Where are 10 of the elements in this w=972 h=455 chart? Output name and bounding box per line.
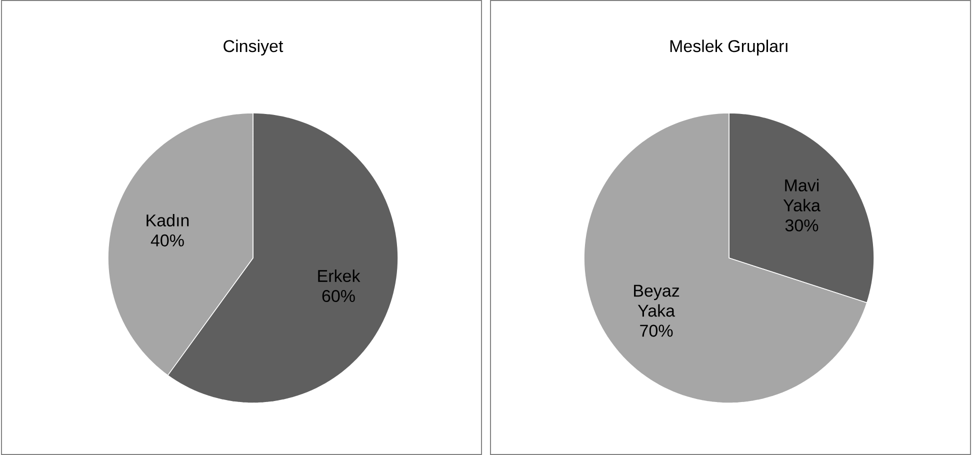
chart-title: Cinsiyet	[224, 40, 284, 56]
slice-label: Beyaz Yaka	[634, 284, 680, 317]
slice-label: Kadın	[146, 214, 189, 226]
data-label: 60%	[322, 290, 355, 302]
slice-label: Erkek	[318, 270, 360, 282]
data-label: 30%	[785, 219, 818, 232]
chart-title: Meslek Grupları	[670, 40, 788, 56]
data-label: 70%	[640, 324, 673, 337]
slice-label: Mavi Yaka	[783, 178, 820, 212]
data-label: 40%	[150, 234, 184, 246]
